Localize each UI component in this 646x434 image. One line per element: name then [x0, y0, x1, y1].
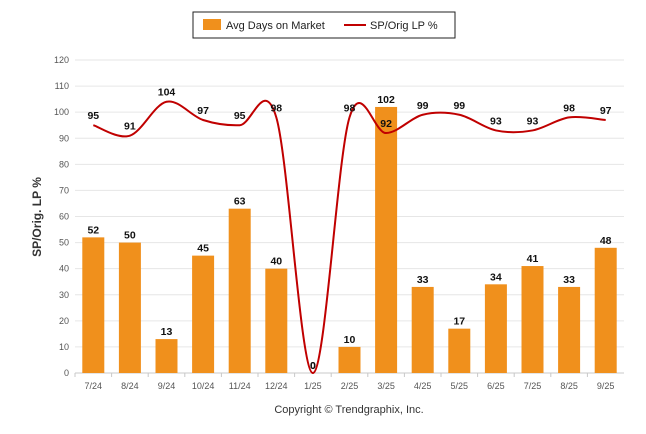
line-value-label: 99 [417, 100, 429, 112]
bar-7/25[interactable] [521, 266, 544, 373]
bar-series [82, 106, 617, 373]
line-value-label: 95 [87, 110, 99, 122]
copyright-credit: Copyright © Trendgraphix, Inc. [274, 404, 423, 416]
line-value-label: 95 [234, 110, 246, 122]
line-value-label: 98 [270, 102, 282, 114]
line-value-label: 0 [310, 360, 316, 372]
x-tick-label: 9/25 [597, 381, 615, 391]
x-axis-ticks: 7/24 8/24 9/24 10/24 11/24 12/24 1/25 2/25 3/25 4… [74, 373, 615, 391]
sp-orig-lp-line [92, 99, 606, 375]
x-tick-label: 8/25 [560, 381, 578, 391]
x-tick-label: 6/25 [487, 381, 505, 391]
bar-value-label: 50 [124, 230, 136, 242]
y-axis-ticks: 0 10 20 30 40 50 60 70 80 90 100 110 120 [54, 55, 69, 378]
legend-bar-label: Avg Days on Market [226, 20, 325, 32]
legend[interactable]: Avg Days on Market SP/Orig LP % [192, 11, 456, 39]
bar-9/25[interactable] [594, 247, 617, 373]
x-tick-label: 10/24 [192, 381, 215, 391]
line-data-labels: 95 91 104 97 95 98 0 98 92 99 99 93 93 98 97 [87, 87, 611, 372]
line-value-label: 98 [344, 102, 356, 114]
x-tick-label: 1/25 [304, 381, 322, 391]
line-value-label: 97 [197, 105, 209, 117]
y-tick-label: 50 [59, 238, 69, 248]
line-value-label: 93 [527, 115, 539, 127]
bar-value-label: 13 [161, 326, 173, 338]
y-tick-label: 80 [59, 159, 69, 169]
bar-10/24[interactable] [192, 255, 215, 373]
x-tick-label: 7/25 [524, 381, 542, 391]
y-tick-label: 100 [54, 107, 69, 117]
bar-6/25[interactable] [484, 284, 507, 373]
bar-11/24[interactable] [228, 208, 251, 373]
y-tick-label: 40 [59, 264, 69, 274]
x-tick-label: 8/24 [121, 381, 139, 391]
y-tick-label: 110 [55, 81, 69, 91]
y-tick-label: 10 [59, 342, 69, 352]
bar-value-label: 17 [453, 316, 465, 328]
bar-2/25[interactable] [338, 346, 361, 373]
bar-value-label: 63 [234, 196, 246, 208]
x-tick-label: 12/24 [265, 381, 288, 391]
line-value-label: 97 [600, 105, 612, 117]
bar-8/24[interactable] [118, 242, 141, 373]
grid-lines [75, 59, 624, 348]
bar-value-label: 33 [417, 274, 429, 286]
legend-box [192, 11, 456, 39]
bar-value-label: 34 [490, 271, 502, 283]
bar-12/24[interactable] [265, 268, 288, 373]
x-tick-label: 11/24 [229, 381, 251, 391]
bar-value-label: 10 [344, 334, 356, 346]
bar-value-label: 48 [600, 235, 612, 247]
line-value-label: 91 [124, 121, 136, 133]
bar-value-label: 102 [377, 94, 395, 106]
line-value-label: 104 [158, 87, 176, 99]
x-tick-label: 7/24 [85, 381, 103, 391]
bar-value-label: 41 [527, 253, 539, 265]
bar-3/25[interactable] [375, 106, 398, 373]
bar-value-label: 0 [310, 360, 316, 372]
line-value-label: 99 [453, 100, 465, 112]
y-tick-label: 70 [59, 185, 69, 195]
line-value-label: 93 [490, 115, 502, 127]
x-tick-label: 5/25 [451, 381, 469, 391]
y-tick-label: 120 [54, 55, 69, 65]
y-tick-label: 60 [59, 212, 69, 222]
legend-line-label: SP/Orig LP % [370, 20, 438, 32]
bar-value-label: 52 [87, 224, 99, 236]
bar-9/24[interactable] [155, 339, 178, 373]
bar-value-label: 45 [197, 243, 209, 255]
bar-value-label: 33 [563, 274, 575, 286]
y-axis-title: SP/Orig. LP % [30, 177, 44, 257]
bar-value-label: 40 [270, 256, 282, 268]
bar-5/25[interactable] [448, 328, 471, 373]
x-tick-label: 2/25 [341, 381, 359, 391]
y-tick-label: 0 [64, 368, 69, 378]
bar-7/24[interactable] [82, 237, 105, 373]
line-value-label: 92 [380, 118, 392, 130]
x-tick-label: 3/25 [377, 381, 395, 391]
bar-data-labels: 52 50 13 45 63 40 0 10 102 33 17 34 41 33 48 [87, 94, 611, 372]
legend-bar-swatch [203, 19, 221, 30]
line-value-label: 98 [563, 102, 575, 114]
y-tick-label: 90 [59, 133, 69, 143]
bar-8/25[interactable] [558, 286, 581, 373]
x-tick-label: 9/24 [158, 381, 176, 391]
x-tick-label: 4/25 [414, 381, 432, 391]
y-tick-label: 30 [59, 290, 69, 300]
bar-4/25[interactable] [411, 286, 434, 373]
y-tick-label: 20 [59, 316, 69, 326]
